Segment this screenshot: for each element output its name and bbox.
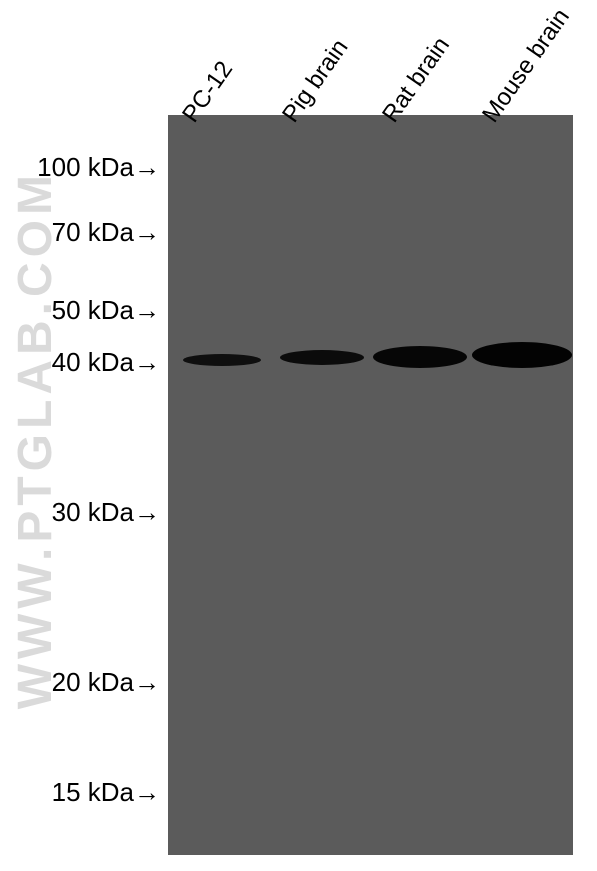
arrow-icon: →	[134, 217, 160, 248]
mw-marker: 50 kDa→	[52, 295, 160, 326]
lane-label-text: Rat brain	[377, 32, 455, 127]
arrow-icon: →	[134, 152, 160, 183]
mw-marker: 100 kDa→	[37, 152, 160, 183]
mw-text: 40 kDa	[52, 347, 134, 377]
lane-label-text: Pig brain	[277, 34, 353, 127]
lane-label: Mouse brain	[477, 4, 576, 128]
mw-text: 15 kDa	[52, 777, 134, 807]
mw-text: 70 kDa	[52, 217, 134, 247]
mw-marker: 15 kDa→	[52, 777, 160, 808]
arrow-icon: →	[134, 667, 160, 698]
mw-marker: 30 kDa→	[52, 497, 160, 528]
protein-band	[280, 350, 364, 365]
lane-label: Rat brain	[377, 32, 456, 128]
mw-text: 50 kDa	[52, 295, 134, 325]
protein-band	[373, 346, 467, 368]
arrow-icon: →	[134, 497, 160, 528]
figure-container: PC-12 Pig brain Rat brain Mouse brain 10…	[0, 0, 597, 871]
mw-text: 30 kDa	[52, 497, 134, 527]
arrow-icon: →	[134, 295, 160, 326]
arrow-icon: →	[134, 347, 160, 378]
mw-text: 100 kDa	[37, 152, 134, 182]
mw-marker: 40 kDa→	[52, 347, 160, 378]
protein-band	[183, 354, 261, 366]
mw-text: 20 kDa	[52, 667, 134, 697]
watermark-text: WWW.PTGLAB.COM	[8, 170, 63, 709]
mw-marker: 20 kDa→	[52, 667, 160, 698]
blot-membrane	[168, 115, 573, 855]
arrow-icon: →	[134, 777, 160, 808]
lane-label: Pig brain	[277, 34, 354, 128]
mw-marker: 70 kDa→	[52, 217, 160, 248]
protein-band	[472, 342, 572, 368]
lane-label-text: Mouse brain	[477, 4, 575, 128]
